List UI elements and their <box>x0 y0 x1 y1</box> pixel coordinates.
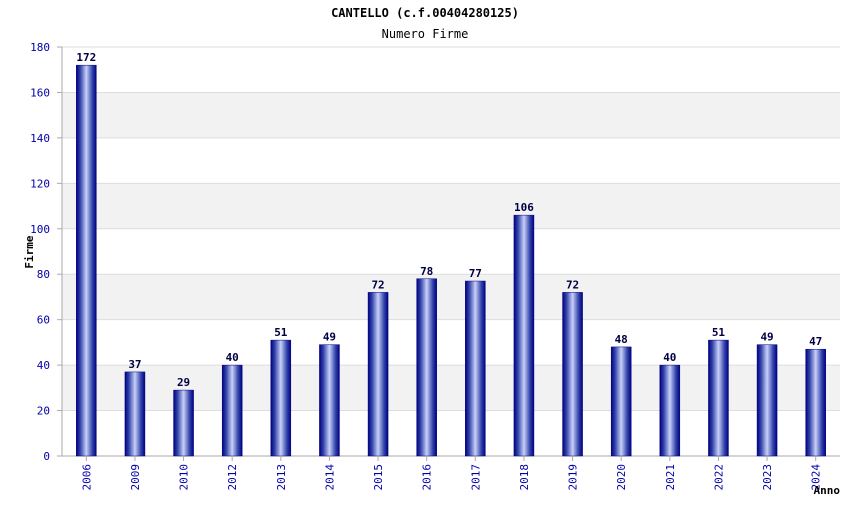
bar-2023 <box>756 344 778 457</box>
x-tick-label: 2021 <box>664 464 677 491</box>
data-label: 77 <box>469 267 482 280</box>
data-label: 40 <box>663 351 676 364</box>
bar-2022 <box>708 339 729 457</box>
x-tick-label: 2024 <box>810 464 823 491</box>
data-label: 72 <box>566 278 579 291</box>
y-tick-label: 0 <box>43 450 50 463</box>
grid-band <box>62 274 840 320</box>
data-label: 51 <box>274 326 288 339</box>
x-tick-label: 2019 <box>567 464 580 491</box>
data-label: 37 <box>128 358 141 371</box>
y-tick-label: 180 <box>30 41 50 54</box>
bars <box>76 64 826 457</box>
bar-2012 <box>221 364 243 457</box>
y-tick-label: 80 <box>37 268 50 281</box>
bar-2009 <box>124 371 146 457</box>
y-tick-label: 100 <box>30 223 50 236</box>
x-tick-label: 2022 <box>712 464 725 491</box>
x-tick-label: 2016 <box>421 464 434 491</box>
y-tick-label: 20 <box>37 405 50 418</box>
x-tick-label: 2017 <box>469 464 482 491</box>
y-axis-label: Firme <box>23 235 36 268</box>
data-label: 106 <box>514 201 534 214</box>
x-tick-label: 2020 <box>615 464 628 491</box>
bar-2020 <box>610 346 632 457</box>
bar-2013 <box>270 339 292 457</box>
data-label: 48 <box>615 333 628 346</box>
x-tick-label: 2023 <box>761 464 774 491</box>
x-tick-label: 2014 <box>323 464 336 491</box>
chart-title: CANTELLO (c.f.00404280125) <box>331 6 519 20</box>
bar-2024 <box>805 348 826 457</box>
grid-band <box>62 92 840 138</box>
x-tick-label: 2015 <box>372 464 385 491</box>
data-label: 47 <box>809 335 822 348</box>
grid-band <box>62 183 840 229</box>
y-tick-label: 140 <box>30 132 50 145</box>
data-label: 29 <box>177 376 190 389</box>
bar-2019 <box>562 292 583 457</box>
data-label: 40 <box>226 351 239 364</box>
y-tick-label: 40 <box>37 359 50 372</box>
chart-subtitle: Numero Firme <box>382 27 469 41</box>
bar-2010 <box>173 389 194 457</box>
x-tick-label: 2009 <box>129 464 142 491</box>
bar-2015 <box>367 292 389 457</box>
data-label: 78 <box>420 265 433 278</box>
y-tick-label: 60 <box>37 314 50 327</box>
bar-2021 <box>659 364 681 457</box>
data-label: 51 <box>712 326 726 339</box>
bar-2016 <box>416 278 437 457</box>
bar-2006 <box>76 64 97 457</box>
data-labels: 172 37 29 40 51 49 72 78 77 106 72 48 40 51 49 47 <box>76 51 822 389</box>
data-label: 72 <box>371 278 384 291</box>
x-ticks: 2006 2009 2010 2012 2013 2014 2015 2016 2017 2018… <box>80 456 823 491</box>
data-label: 49 <box>760 331 773 344</box>
data-label: 49 <box>323 331 336 344</box>
x-tick-label: 2012 <box>226 464 239 491</box>
bar-2018 <box>513 214 535 457</box>
bar-2017 <box>465 280 486 457</box>
x-tick-label: 2013 <box>275 464 288 491</box>
y-ticks: 0 20 40 60 80 100 120 140 160 180 <box>30 41 62 463</box>
x-tick-label: 2010 <box>178 464 191 491</box>
data-label: 172 <box>76 51 96 64</box>
bar-2014 <box>319 344 340 457</box>
y-tick-label: 160 <box>30 86 50 99</box>
x-tick-label: 2006 <box>80 464 93 491</box>
x-axis-label: Anno <box>814 484 841 497</box>
y-tick-label: 120 <box>30 177 50 190</box>
x-tick-label: 2018 <box>518 464 531 491</box>
